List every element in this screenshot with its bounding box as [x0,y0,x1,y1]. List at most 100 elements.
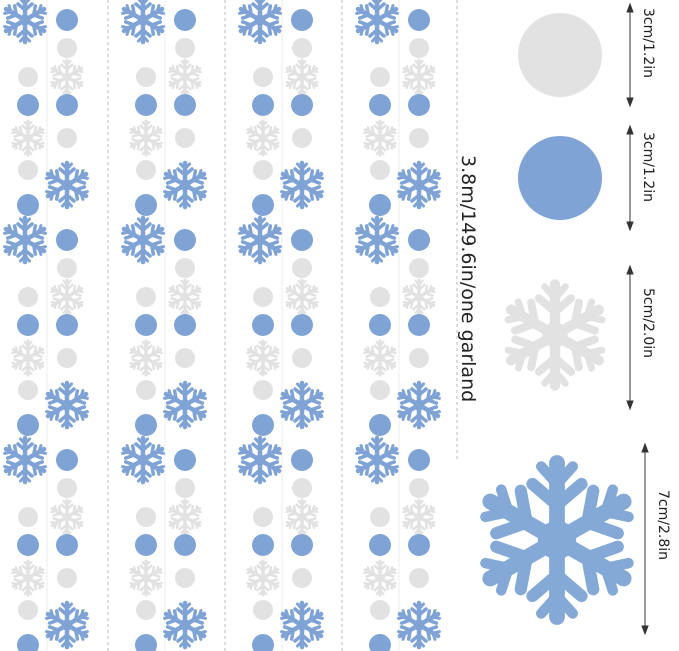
confetti-circle [409,128,429,148]
silver-snowflake [503,284,607,385]
confetti-circle [136,287,156,307]
snowflake [11,121,45,154]
snowflake [50,500,84,533]
snowflake [354,218,399,262]
snowflake [168,280,202,313]
confetti-circle [370,67,390,87]
confetti-circle [56,9,78,31]
snowflake [162,383,207,427]
confetti-circle [56,229,78,251]
confetti-circle [136,160,156,180]
confetti-circle [174,534,196,556]
silver-circle [518,13,602,97]
confetti-circle [136,600,156,620]
confetti-circle [57,568,77,588]
confetti-circle [17,634,39,651]
confetti-circle [292,258,312,278]
snowflake [44,383,89,427]
snowflake [2,438,47,482]
snowflake [44,603,89,647]
confetti-circle [57,348,77,368]
snowflake [279,383,324,427]
confetti-circle [409,568,429,588]
snowflake [2,0,47,42]
snowflake [11,341,45,374]
confetti-circle [253,287,273,307]
confetti-circle [408,94,430,116]
snowflake [129,341,163,374]
confetti-circle [175,568,195,588]
confetti-circle [252,94,274,116]
confetti-circle [135,634,157,651]
confetti-circle [408,229,430,251]
confetti-circle [369,194,391,216]
confetti-circle [370,160,390,180]
size-label: 3cm/1.2in [640,132,656,202]
confetti-circle [135,534,157,556]
size-label: 7cm/2.8in [655,490,671,560]
confetti-circle [292,128,312,148]
confetti-circle [57,258,77,278]
snowflake [279,603,324,647]
confetti-circle [174,94,196,116]
confetti-circle [252,634,274,651]
confetti-circle [136,507,156,527]
size-arrows [626,2,649,636]
confetti-circle [17,194,39,216]
confetti-circle [409,478,429,498]
snowflake [402,280,436,313]
confetti-circle [252,414,274,436]
confetti-circle [253,67,273,87]
confetti-circle [253,160,273,180]
snowflake [354,438,399,482]
confetti-circle [292,348,312,368]
snowflake [162,603,207,647]
snowflake [237,0,282,42]
confetti-circle [409,258,429,278]
garlands [2,0,441,651]
confetti-circle [56,94,78,116]
confetti-circle [370,287,390,307]
snowflake [44,163,89,207]
confetti-circle [252,314,274,336]
confetti-circle [253,380,273,400]
size-label: 3cm/1.2in [640,8,656,78]
snowflake [168,60,202,93]
confetti-circle [369,94,391,116]
snowflake [50,280,84,313]
confetti-circle [408,449,430,471]
confetti-circle [135,414,157,436]
snowflake [279,163,324,207]
garland-length: 3.8m/149.6in/one garland [457,155,479,402]
confetti-circle [408,314,430,336]
confetti-circle [175,38,195,58]
confetti-circle [292,38,312,58]
snowflake [396,603,441,647]
snowflake [120,218,165,262]
snowflake [168,500,202,533]
confetti-circle [18,600,38,620]
confetti-circle [18,160,38,180]
confetti-circle [291,449,313,471]
confetti-circle [18,287,38,307]
confetti-circle [18,507,38,527]
snowflake [396,163,441,207]
snowflake [237,438,282,482]
confetti-circle [253,507,273,527]
confetti-circle [291,314,313,336]
snowflake [50,60,84,93]
snowflake [246,121,280,154]
confetti-circle [369,414,391,436]
confetti-circle [369,634,391,651]
confetti-circle [174,314,196,336]
confetti-circle [409,38,429,58]
snowflake [129,121,163,154]
confetti-circle [17,94,39,116]
snowflake [402,60,436,93]
snowflake [246,561,280,594]
separators [107,0,458,651]
snowflake [363,561,397,594]
snowflake [363,341,397,374]
confetti-circle [292,478,312,498]
confetti-circle [17,414,39,436]
